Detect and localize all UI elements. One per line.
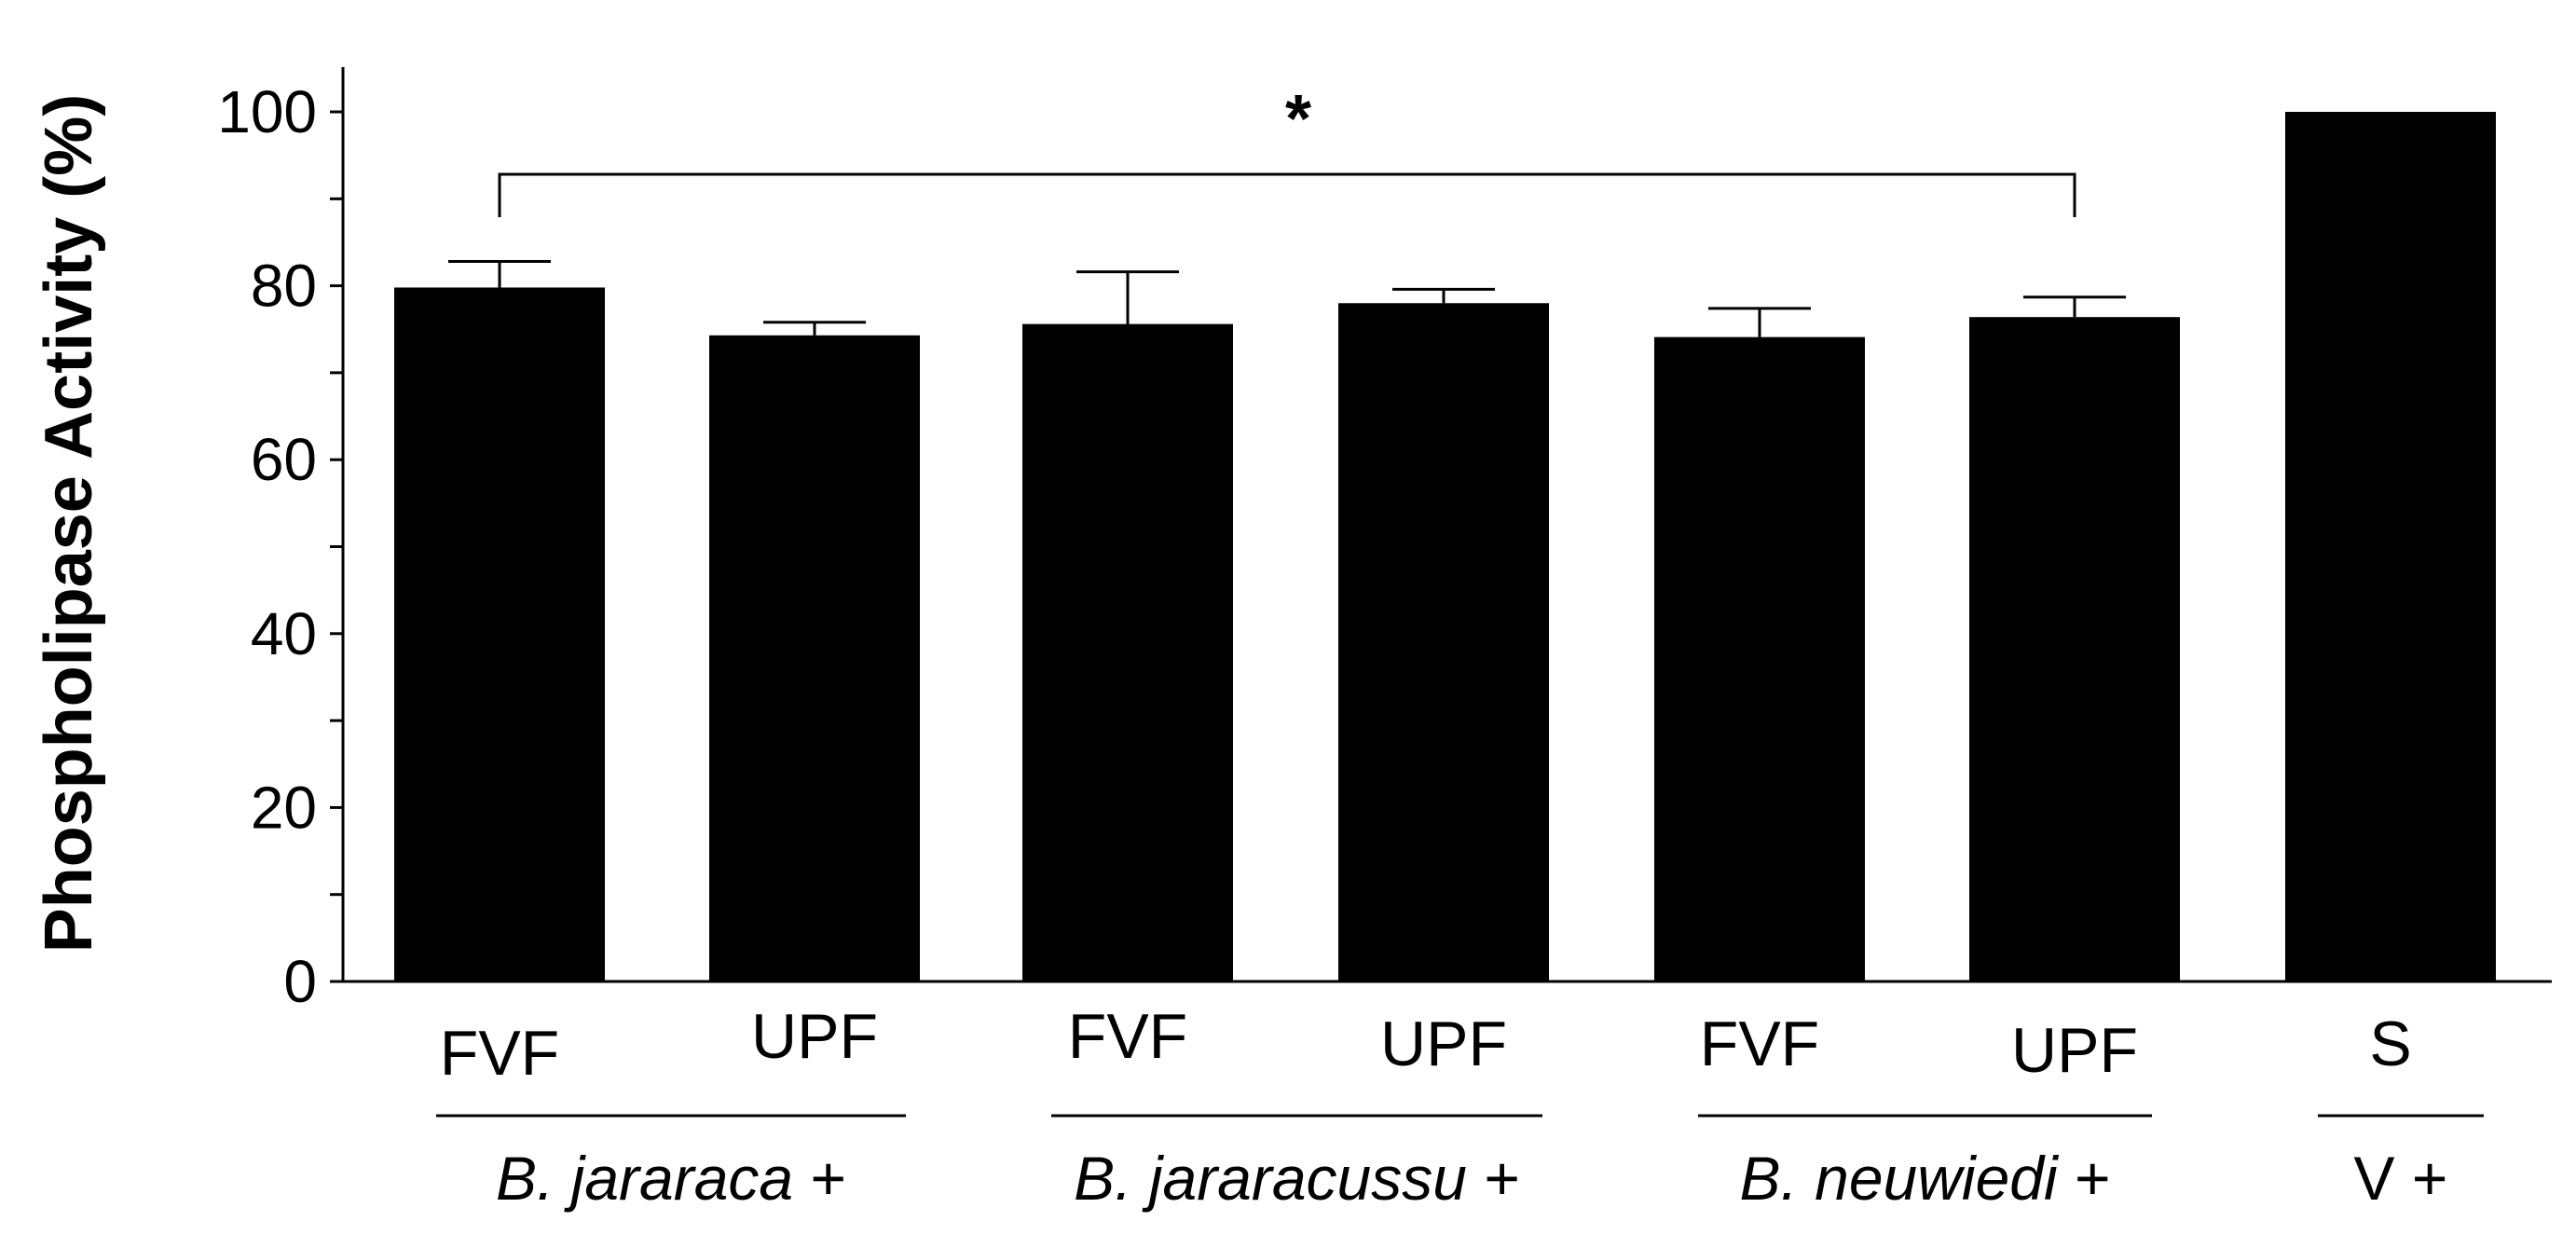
bar	[1338, 303, 1549, 981]
bar	[394, 287, 605, 981]
category-label: FVF	[1700, 1009, 1819, 1079]
category-label: FVF	[1068, 1001, 1187, 1072]
group-label-species: B. jararaca	[496, 1144, 793, 1213]
significance-bracket: *	[498, 82, 2076, 217]
bar	[709, 335, 920, 981]
bars	[394, 112, 2496, 982]
y-tick-label: 60	[251, 426, 317, 493]
error-bars	[448, 259, 2126, 337]
y-tick-label: 20	[251, 774, 317, 841]
group-labels: B. jararaca + B. jararacussu + B. neuwiedi…	[436, 1114, 2484, 1213]
y-tick-label: 100	[217, 78, 317, 145]
bar	[1969, 317, 2180, 981]
bar	[2285, 112, 2496, 981]
group-label-suffix: +	[2058, 1144, 2111, 1213]
group-label: B. neuwiedi +	[1739, 1144, 2110, 1213]
group-label-species: B. neuwiedi	[1739, 1144, 2060, 1213]
category-labels: FVF UPF FVF UPF FVF UPF S	[440, 1001, 2412, 1089]
bar	[1654, 336, 1865, 982]
category-label: UPF	[2011, 1015, 2138, 1086]
y-tick-label: 40	[251, 600, 317, 667]
group-label: B. jararacussu +	[1074, 1144, 1520, 1213]
category-label: S	[2369, 1009, 2411, 1079]
group-label: B. jararaca +	[496, 1144, 846, 1213]
y-axis-label: Phospholipase Activity (%)	[32, 94, 106, 953]
significance-line	[498, 172, 2076, 217]
y-ticks: 0 20 40 60 80 100	[217, 78, 343, 1015]
group-label-suffix: +	[1467, 1144, 1520, 1213]
group-label-species: B. jararacussu	[1074, 1144, 1467, 1213]
bar	[1022, 323, 1233, 982]
category-label: UPF	[751, 1001, 878, 1072]
y-tick-label: 80	[251, 253, 317, 320]
y-tick-label: 0	[283, 948, 317, 1015]
group-label-suffix: V +	[2354, 1144, 2448, 1213]
category-label: FVF	[440, 1018, 559, 1089]
group-label: V +	[2354, 1144, 2448, 1213]
significance-star: *	[1285, 82, 1311, 157]
group-label-suffix: +	[793, 1144, 846, 1213]
category-label: UPF	[1380, 1009, 1507, 1079]
